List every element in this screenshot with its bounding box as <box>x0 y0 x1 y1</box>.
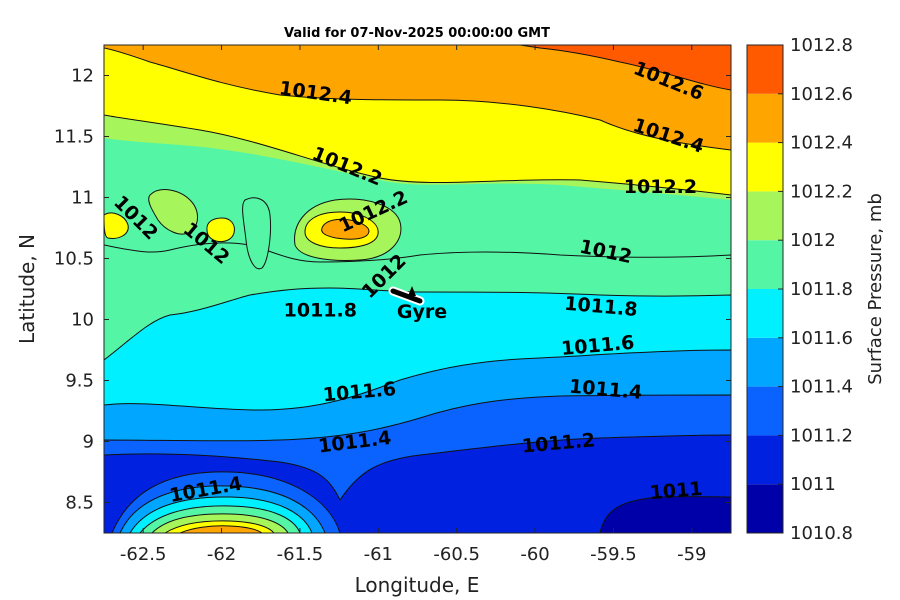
colorbar-tick-label: 1011.8 <box>790 279 853 300</box>
y-tick-label: 12 <box>71 66 94 87</box>
x-axis-label: Longitude, E <box>355 573 480 597</box>
x-tick-label: -60.5 <box>433 544 480 565</box>
colorbar-swatch <box>747 484 783 533</box>
y-tick-label: 11 <box>71 188 94 209</box>
plot-frame <box>103 44 732 534</box>
colorbar-tick-label: 1012.4 <box>790 133 853 154</box>
band-1010.8-1011 <box>599 496 731 533</box>
colorbar-tick-label: 1011.2 <box>790 425 853 446</box>
colorbar-label: Surface Pressure, mb <box>865 193 886 385</box>
x-tick-label: -59 <box>677 544 706 565</box>
x-tick-label: -60 <box>520 544 549 565</box>
contour-label: 1011 <box>649 478 704 505</box>
high-inner-1012.2 <box>206 217 235 243</box>
x-tick-label: -59.5 <box>590 544 637 565</box>
colorbar-swatch <box>747 435 783 485</box>
x-tick-label: -61.5 <box>277 544 324 565</box>
gyre-track <box>390 288 423 304</box>
colorbar-tick-label: 1010.8 <box>790 523 853 544</box>
plot-area <box>104 45 731 533</box>
contour-label: 1011.8 <box>284 299 357 321</box>
colorbar-tick-label: 1012.2 <box>790 181 853 202</box>
ridge-1012 <box>148 189 198 235</box>
contour-label: 1012.2 <box>624 176 697 198</box>
chart-title: Valid for 07-Nov-2025 00:00:00 GMT <box>284 26 550 41</box>
bullseye-1012.4 <box>179 525 263 533</box>
y-tick-label: 10 <box>71 310 94 331</box>
x-tick-label: -62.5 <box>120 544 167 565</box>
trough-1011.8 <box>242 197 271 270</box>
colorbar-tick-label: 1012 <box>790 230 836 251</box>
colorbar-tick-label: 1012.8 <box>790 35 853 56</box>
colorbar: 1010.8 1011 1011.2 1011.4 1011.6 1011.8 1012 10… <box>746 35 853 544</box>
colorbar-tick-label: 1011.4 <box>790 377 853 398</box>
x-tick-label: -62 <box>207 544 236 565</box>
colorbar-tick-label: 1012.6 <box>790 84 853 105</box>
colorbar-tick-label: 1011.6 <box>790 328 853 349</box>
y-axis-ticks: 8.5 9 9.5 10 10.5 11 11.5 12 <box>54 66 731 514</box>
y-tick-label: 9.5 <box>65 371 94 392</box>
high-center-1012.4 <box>321 218 370 240</box>
y-axis-label: Latitude, N <box>15 234 39 344</box>
x-tick-label: -61 <box>364 544 393 565</box>
colorbar-swatch <box>747 386 783 436</box>
y-tick-label: 11.5 <box>54 127 94 148</box>
colorbar-swatch <box>747 289 783 338</box>
colorbar-swatch <box>747 93 783 143</box>
colorbar-swatch <box>747 45 783 94</box>
y-tick-label: 8.5 <box>65 493 94 514</box>
colorbar-swatch <box>747 337 783 387</box>
x-axis-ticks: -62.5 -62 -61.5 -61 -60.5 -60 -59.5 -59 <box>120 45 707 565</box>
colorbar-swatch <box>747 191 783 241</box>
colorbar-swatch <box>747 142 783 192</box>
colorbar-swatch <box>747 240 783 289</box>
band-1012.6-1012.8 <box>104 45 731 91</box>
band-1012.4-1012.6 <box>104 45 731 151</box>
y-tick-label: 9 <box>83 432 94 453</box>
gyre-label: Gyre <box>397 301 447 323</box>
gyre-marker-icon <box>408 286 416 296</box>
y-tick-label: 10.5 <box>54 249 94 270</box>
colorbar-tick-label: 1011 <box>790 474 836 495</box>
